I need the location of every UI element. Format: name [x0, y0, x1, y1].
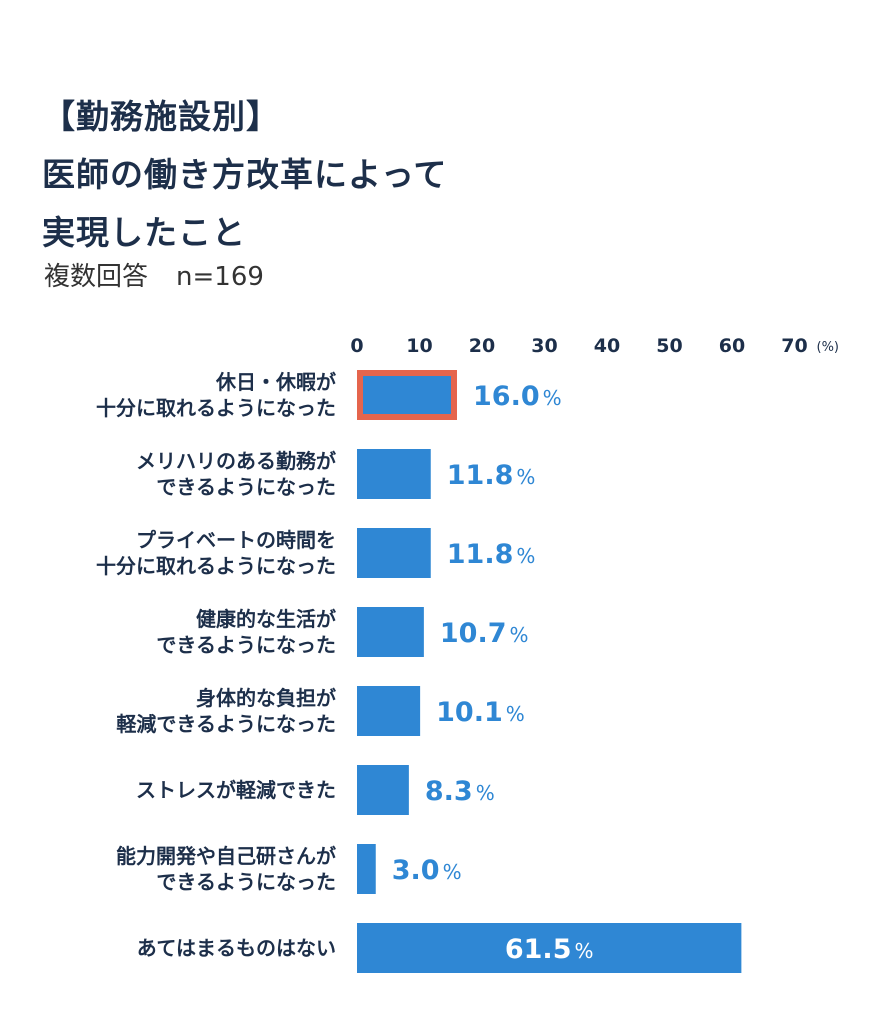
- category-label: 健康的な生活が: [196, 607, 336, 631]
- x-tick-label: 70: [781, 335, 807, 357]
- value-label: 8.3%: [425, 776, 495, 807]
- x-tick-label: 0: [350, 335, 363, 357]
- category-label: ストレスが軽減できた: [136, 778, 336, 802]
- x-tick-label: 40: [594, 335, 620, 357]
- title-line-3: 実現したこと: [42, 213, 246, 252]
- category-label: あてはまるものはない: [137, 936, 336, 960]
- bar: [357, 923, 742, 973]
- bar: [357, 370, 457, 420]
- x-tick-label: 60: [719, 335, 745, 357]
- chart-title: 【勤務施設別】 医師の働き方改革によって 実現したこと: [42, 88, 602, 262]
- category-label: メリハリのある勤務が: [136, 449, 336, 473]
- category-label: 能力開発や自己研さんが: [116, 844, 336, 868]
- category-label: できるようになった: [156, 870, 336, 894]
- answer-type: 複数回答: [44, 262, 149, 292]
- category-label: 十分に取れるようになった: [96, 396, 336, 420]
- bar: [357, 449, 431, 499]
- x-tick-label: 10: [406, 335, 432, 357]
- value-label: 11.8%: [447, 460, 536, 491]
- category-label: 休日・休暇が: [215, 370, 336, 394]
- x-axis-unit: (%): [817, 340, 840, 355]
- bar: [357, 607, 424, 657]
- title-line-2: 医師の働き方改革によって: [42, 155, 448, 194]
- value-label: 10.1%: [436, 697, 525, 728]
- x-tick-label: 20: [469, 335, 495, 357]
- title-line-1: 【勤務施設別】: [42, 97, 280, 136]
- sample-size: n=169: [176, 262, 264, 292]
- bar: [357, 844, 376, 894]
- bar: [357, 686, 421, 736]
- category-label: 十分に取れるようになった: [96, 554, 336, 578]
- chart-subtitle: 複数回答 n=169: [44, 256, 264, 293]
- category-label: できるようになった: [156, 633, 336, 657]
- category-label: プライベートの時間を: [136, 528, 336, 552]
- bar: [357, 528, 431, 578]
- value-label: 10.7%: [440, 618, 529, 649]
- value-label: 61.5%: [505, 934, 594, 965]
- x-tick-label: 30: [531, 335, 557, 357]
- category-label: できるようになった: [156, 475, 336, 499]
- category-label: 身体的な負担が: [196, 686, 336, 710]
- bar: [357, 765, 409, 815]
- x-tick-label: 50: [656, 335, 682, 357]
- value-label: 3.0%: [392, 855, 462, 886]
- value-label: 16.0%: [473, 381, 562, 412]
- value-label: 11.8%: [447, 539, 536, 570]
- category-label: 軽減できるようになった: [116, 712, 336, 736]
